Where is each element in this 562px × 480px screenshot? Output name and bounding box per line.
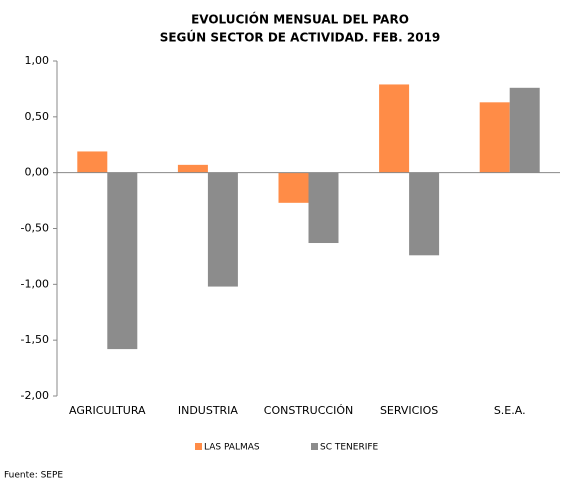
y-tick-label: 0,50 <box>25 110 50 123</box>
x-tick-label: AGRICULTURA <box>69 404 146 417</box>
bar <box>207 172 238 287</box>
bar <box>409 172 440 256</box>
x-tick-label: INDUSTRIA <box>178 404 239 417</box>
bar <box>278 172 309 203</box>
y-tick-label: -1,00 <box>21 277 49 290</box>
legend-label: SC TENERIFE <box>320 443 379 453</box>
y-tick-label: -2,00 <box>21 389 49 402</box>
bar <box>479 102 510 173</box>
bar <box>509 87 540 173</box>
chart-title: EVOLUCIÓN MENSUAL DEL PARO <box>191 12 409 27</box>
chart-subtitle: SEGÚN SECTOR DE ACTIVIDAD. FEB. 2019 <box>160 30 441 45</box>
y-tick-label: -1,50 <box>21 333 49 346</box>
bar <box>107 172 138 350</box>
bar <box>177 164 208 173</box>
bar <box>379 84 410 173</box>
bar <box>308 172 339 244</box>
x-tick-label: S.E.A. <box>494 404 526 417</box>
y-tick-label: 1,00 <box>25 54 50 67</box>
legend-swatch <box>195 443 202 450</box>
bar <box>77 151 108 173</box>
source: Fuente: SEPE <box>4 471 63 480</box>
x-tick-label: SERVICIOS <box>380 404 438 417</box>
legend-label: LAS PALMAS <box>204 443 260 453</box>
legend-swatch <box>311 443 318 450</box>
y-tick-label: 0,00 <box>25 166 50 179</box>
y-tick-label: -0,50 <box>21 222 49 235</box>
x-tick-label: CONSTRUCCIÓN <box>264 404 353 417</box>
